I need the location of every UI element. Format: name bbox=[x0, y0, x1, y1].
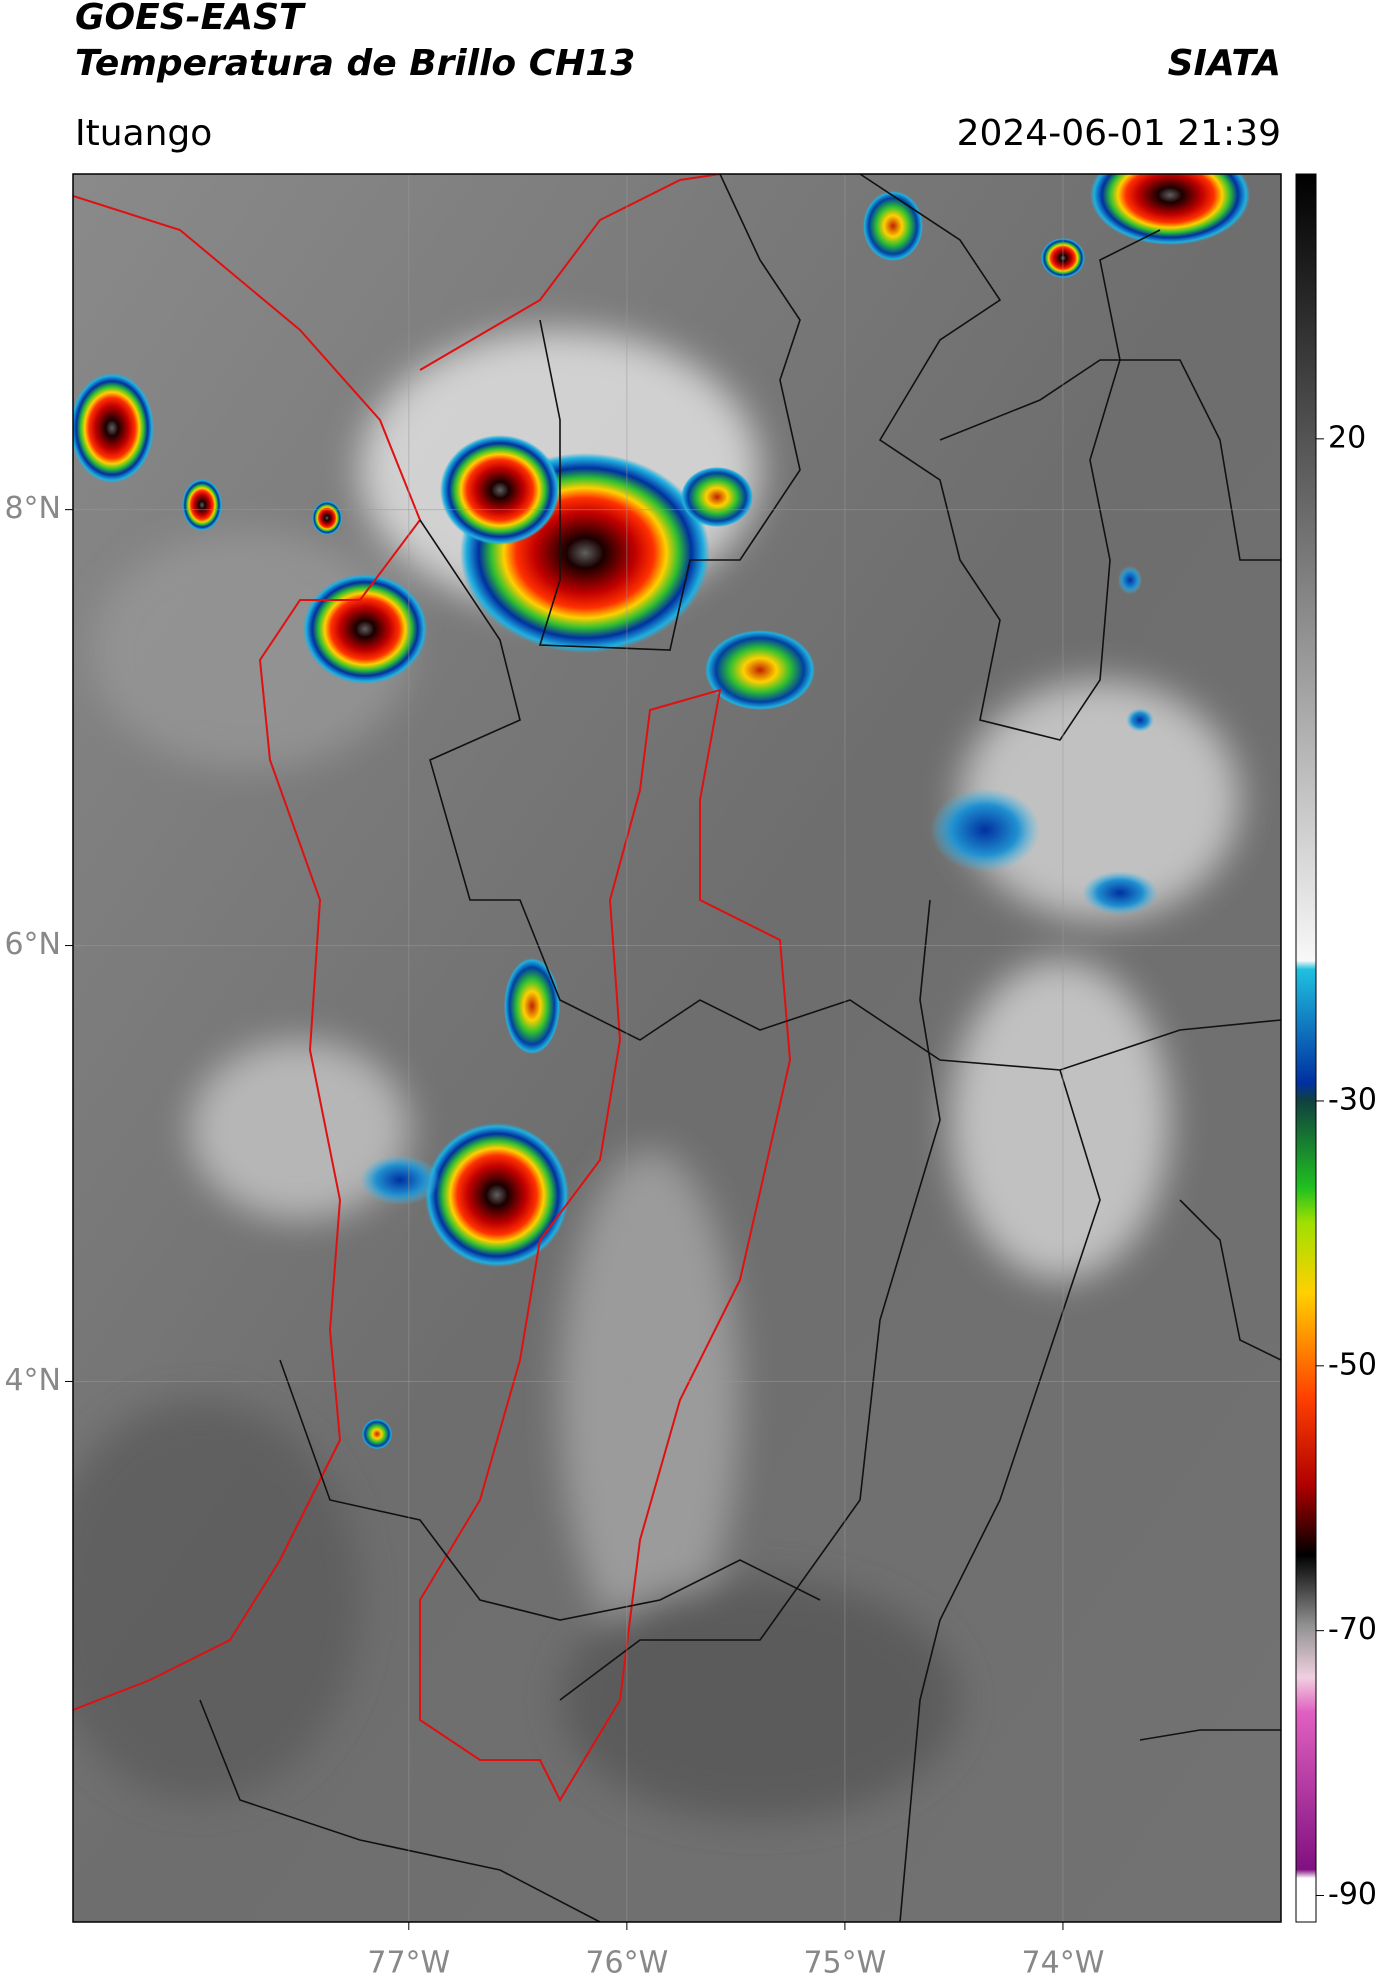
x-tick-label: 75°W bbox=[803, 1946, 886, 1981]
subtitle: Temperatura de Brillo CH13 bbox=[75, 43, 635, 84]
y-tick-label: 8°N bbox=[4, 491, 61, 526]
x-tick-label: 77°W bbox=[367, 1946, 450, 1981]
y-tick-label: 4°N bbox=[4, 1363, 61, 1398]
x-tick-label: 76°W bbox=[585, 1946, 668, 1981]
colorbar-tick-label: -70 bbox=[1328, 1612, 1377, 1647]
datetime: 2024-06-01 21:39 bbox=[957, 113, 1281, 154]
map-frame bbox=[72, 173, 1282, 1923]
grid bbox=[73, 174, 1281, 1922]
colorbar-tick-label: 20 bbox=[1328, 420, 1366, 455]
storms bbox=[73, 174, 1250, 1449]
borders bbox=[199, 174, 1281, 1922]
colorbar-tick-label: -30 bbox=[1328, 1082, 1377, 1117]
colorbar-tick-label: -50 bbox=[1328, 1347, 1377, 1382]
colorbar bbox=[1295, 173, 1317, 1923]
colorbar-tick-label: -90 bbox=[1328, 1877, 1377, 1912]
map-image bbox=[73, 174, 1281, 1922]
source: SIATA bbox=[1168, 43, 1281, 84]
location: Ituango bbox=[75, 113, 212, 154]
title: GOES-EAST bbox=[75, 0, 306, 38]
coastline bbox=[73, 174, 792, 1803]
x-tick-label: 74°W bbox=[1022, 1946, 1105, 1981]
y-tick-label: 6°N bbox=[4, 927, 61, 962]
